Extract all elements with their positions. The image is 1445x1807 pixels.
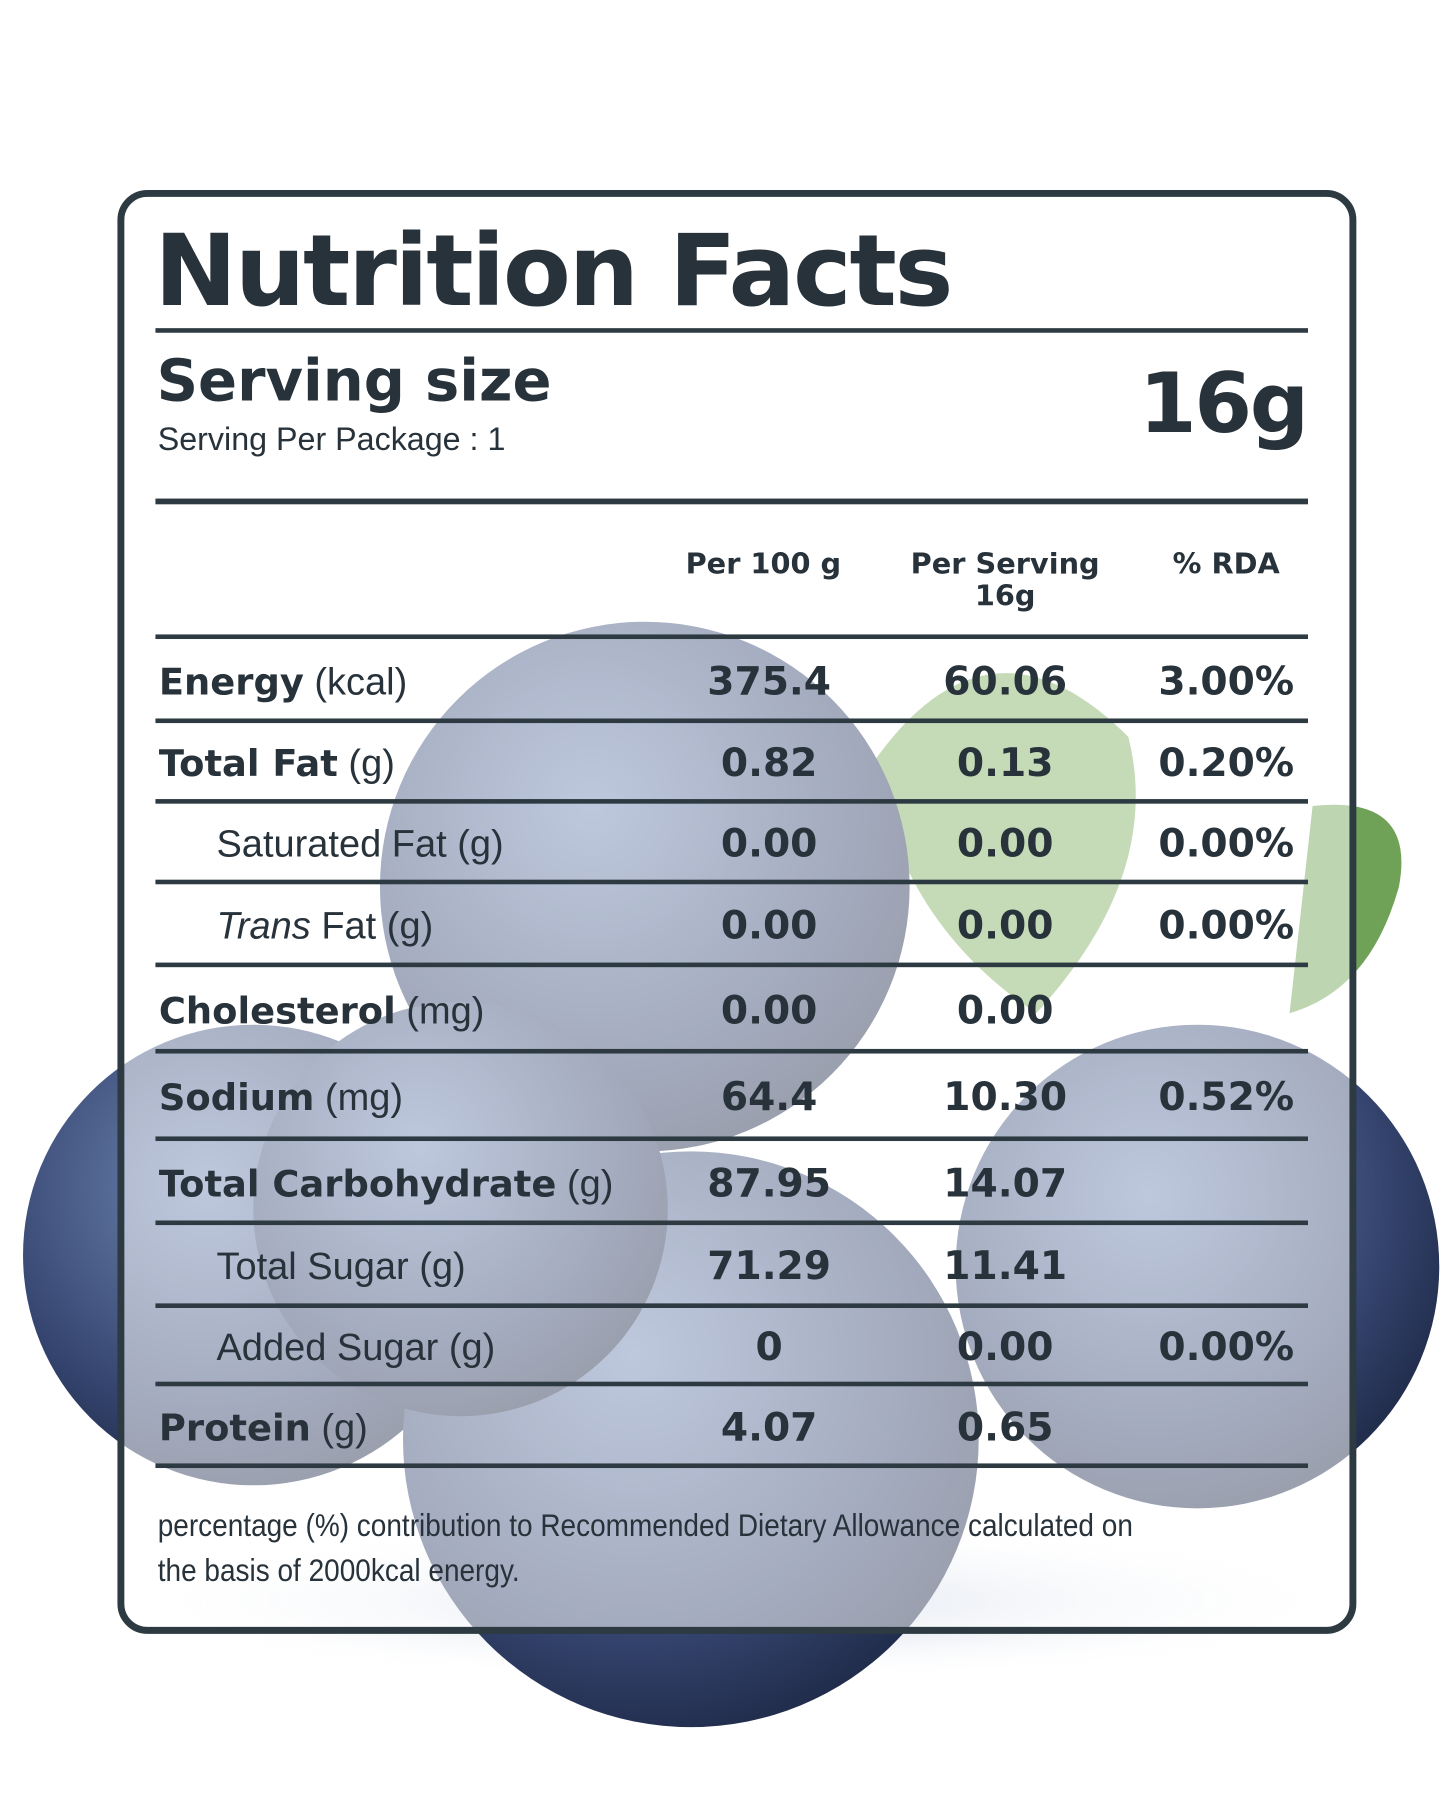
nutrient-label: Added Sugar (g) [216,1325,495,1369]
nutrient-value: 71.29 [707,1243,832,1290]
nutrient-value: 0.65 [956,1404,1054,1451]
nutrient-name: Total Carbohydrate [158,1161,557,1205]
nutrient-name: Cholesterol [158,988,396,1033]
nutrient-value: 0.00 [956,1324,1054,1371]
nutrient-label: Trans Fat (g) [216,904,433,948]
row-rule [155,879,1308,885]
nutrient-unit: (g) [348,741,395,785]
nutrient-name: Energy [158,659,304,703]
nutrient-value: 87.95 [707,1160,832,1207]
nutrient-unit: (mg) [406,988,485,1032]
nutrient-value: 0.00 [956,820,1054,868]
footnote: percentage (%) contribution to Recommend… [157,1508,1133,1588]
column-header: % RDA [1172,546,1280,581]
serving-size: 16g [1139,354,1309,452]
nutrient-value: 0.00% [1158,902,1295,949]
nutrient-name: Total Sugar (g) [216,1244,466,1288]
nutrient-value: 60.06 [943,658,1068,705]
nutrient-label: Total Fat (g) [159,742,395,786]
row-rule [155,718,1308,724]
nutrient-value: 0.00% [1158,1324,1295,1371]
row-rule [155,1220,1308,1226]
servings-per-package: Serving Per Package : 1 [157,421,506,458]
nutrient-name: Sodium [158,1075,315,1120]
nutrient-value: 0.13 [956,740,1054,787]
column-header: Per Serving 16g [910,546,1100,613]
nutrient-value: 0 [755,1324,783,1371]
row-rule [155,962,1308,968]
nutrient-name: Added Sugar (g) [216,1325,496,1368]
row-rule [155,1303,1308,1308]
nutrient-unit: (kcal) [314,659,408,702]
nutrient-value: 0.00% [1158,820,1295,868]
nutrient-label: Saturated Fat (g) [216,822,503,866]
row-rule [155,1048,1308,1054]
nutrient-value: 3.00% [1158,658,1295,705]
nutrient-label: Sodium (mg) [159,1075,403,1119]
nutrient-label: Total Carbohydrate (g) [159,1161,614,1205]
row-rule [155,1381,1308,1387]
nutrient-value: 0.00 [720,820,818,868]
nutrient-value: 0.82 [720,740,818,787]
nutrient-name: Trans [216,903,311,947]
row-rule [155,1136,1308,1142]
nutrient-label: Total Sugar (g) [216,1245,465,1289]
nutrient-value: 0.20% [1158,740,1295,787]
nutrient-value: 0.00 [956,987,1054,1034]
label-card [117,189,1357,1634]
nutrient-unit: (mg) [324,1075,404,1119]
nutrient-value: 0.00 [720,987,818,1034]
title: Nutrition Facts [154,214,953,330]
nutrient-label: Protein (g) [159,1405,368,1449]
nutrient-value: 0.52% [1158,1074,1295,1121]
nutrient-name: Saturated Fat (g) [216,822,504,865]
divider [155,498,1308,505]
row-rule [155,634,1308,640]
row-rule [155,799,1308,804]
nutrient-unit: (g) [321,1405,368,1448]
nutrient-value: 0.00 [956,902,1054,949]
nutrient-unit: Fat (g) [321,903,434,947]
nutrient-label: Cholesterol (mg) [159,988,485,1032]
nutrient-value: 4.07 [720,1404,818,1451]
nutrient-unit: (g) [566,1161,614,1204]
nutrient-value: 11.41 [943,1243,1068,1290]
row-rule [155,1463,1308,1469]
divider [155,328,1308,333]
nutrient-value: 375.4 [707,658,832,705]
nutrient-value: 10.30 [943,1074,1068,1121]
serving-label: Serving size [156,347,552,415]
nutrient-value: 14.07 [943,1160,1068,1207]
nutrient-value: 0.00 [720,902,818,949]
nutrient-label: Energy (kcal) [159,659,407,703]
column-header: Per 100 g [685,546,842,581]
nutrient-value: 64.4 [720,1074,818,1121]
nutrient-name: Protein [158,1405,311,1450]
nutrient-name: Total Fat [158,741,338,786]
